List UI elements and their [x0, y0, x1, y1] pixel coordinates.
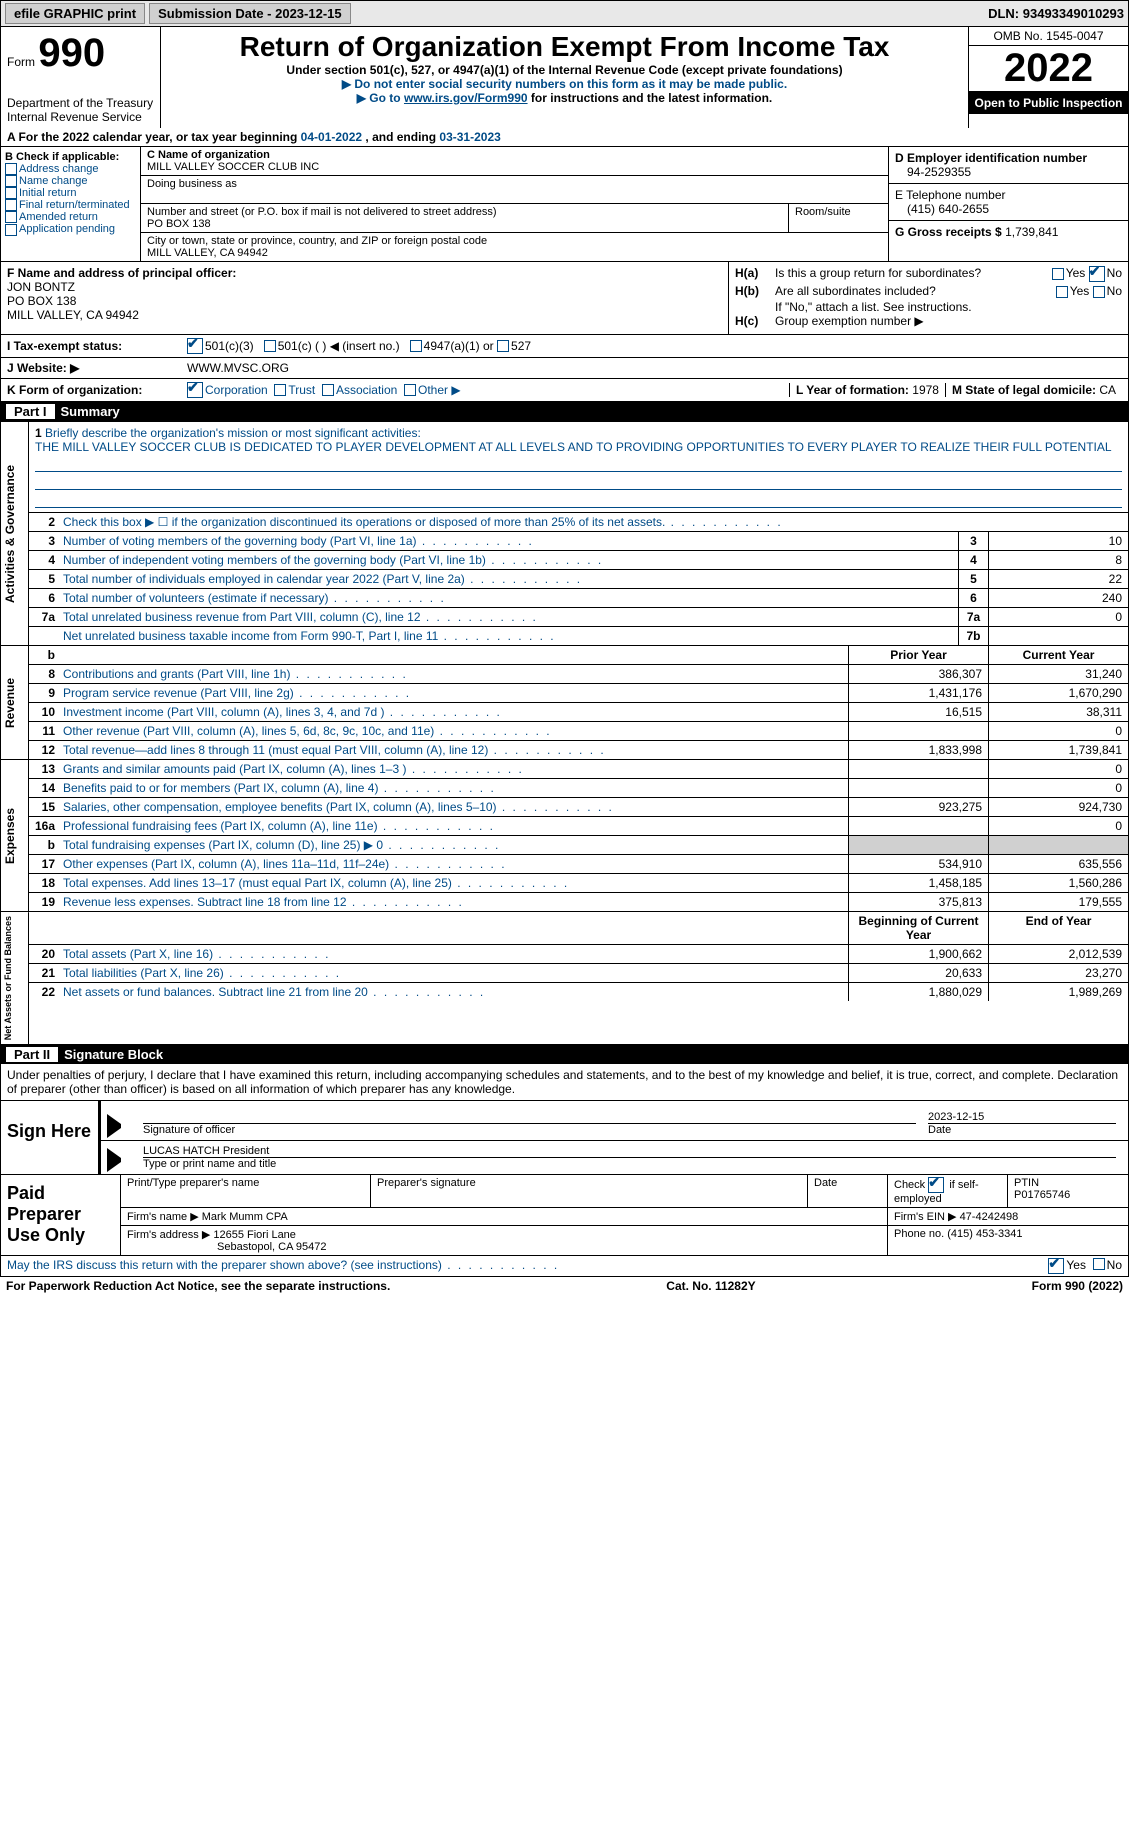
arrow-icon [107, 1148, 133, 1172]
table-row: 14Benefits paid to or for members (Part … [29, 779, 1128, 798]
table-row: 15Salaries, other compensation, employee… [29, 798, 1128, 817]
table-row: 19Revenue less expenses. Subtract line 1… [29, 893, 1128, 911]
org-city: MILL VALLEY, CA 94942 [147, 247, 882, 259]
chk-initial-return[interactable] [5, 187, 17, 199]
chk-trust[interactable] [274, 384, 286, 396]
table-row: 8Contributions and grants (Part VIII, li… [29, 665, 1128, 684]
chk-501c[interactable] [264, 340, 276, 352]
table-row: 22Net assets or fund balances. Subtract … [29, 983, 1128, 1001]
table-row: 5Total number of individuals employed in… [29, 570, 1128, 589]
mission-text: THE MILL VALLEY SOCCER CLUB IS DEDICATED… [35, 440, 1112, 454]
org-name: MILL VALLEY SOCCER CLUB INC [147, 161, 882, 173]
chk-527[interactable] [497, 340, 509, 352]
chk-group-no[interactable] [1089, 266, 1105, 282]
expenses-section: Expenses 13Grants and similar amounts pa… [0, 760, 1129, 912]
officer-group-block: F Name and address of principal officer:… [0, 262, 1129, 335]
firm-ein: 47-4242498 [960, 1211, 1019, 1223]
chk-discuss-no[interactable] [1093, 1258, 1105, 1270]
table-row: 10Investment income (Part VIII, column (… [29, 703, 1128, 722]
table-row: Net unrelated business taxable income fr… [29, 627, 1128, 645]
chk-name-change[interactable] [5, 175, 17, 187]
irs-link[interactable]: www.irs.gov/Form990 [404, 91, 528, 105]
table-row: 3Number of voting members of the governi… [29, 532, 1128, 551]
chk-other[interactable] [404, 384, 416, 396]
row-b-num: b [29, 646, 59, 664]
chk-final-return[interactable] [5, 199, 17, 211]
table-row: 21Total liabilities (Part X, line 26)20,… [29, 964, 1128, 983]
firm-name: Mark Mumm CPA [202, 1211, 288, 1223]
ein: 94-2529355 [895, 165, 1122, 179]
form-of-org: K Form of organization: Corporation Trus… [0, 379, 1129, 402]
arrow-icon [107, 1114, 133, 1138]
website-line: J Website: ▶ WWW.MVSC.ORG [0, 358, 1129, 379]
part-1-header: Part I Summary [0, 402, 1129, 421]
tax-year: 2022 [969, 45, 1128, 92]
form-header: Form 990 Department of the Treasury Inte… [0, 27, 1129, 128]
org-street: PO BOX 138 [147, 218, 782, 230]
table-row: 4Number of independent voting members of… [29, 551, 1128, 570]
discuss-row: May the IRS discuss this return with the… [0, 1256, 1129, 1277]
chk-corp[interactable] [187, 382, 203, 398]
chk-sub-no[interactable] [1093, 286, 1105, 298]
chk-assoc[interactable] [322, 384, 334, 396]
chk-4947[interactable] [410, 340, 422, 352]
officer-name: JON BONTZ [7, 280, 722, 294]
signer-name: LUCAS HATCH President [143, 1145, 1116, 1157]
table-row: 2Check this box ▶ ☐ if the organization … [29, 513, 1128, 532]
table-row: 20Total assets (Part X, line 16)1,900,66… [29, 945, 1128, 964]
chk-sub-yes[interactable] [1056, 286, 1068, 298]
table-row: 16aProfessional fundraising fees (Part I… [29, 817, 1128, 836]
dln: DLN: 93493349010293 [988, 6, 1124, 21]
tax-exempt-status: I Tax-exempt status: 501(c)(3) 501(c) ( … [0, 335, 1129, 358]
firm-phone: (415) 453-3341 [947, 1228, 1022, 1240]
chk-group-yes[interactable] [1052, 268, 1064, 280]
phone: (415) 640-2655 [895, 202, 1122, 216]
table-row: 12Total revenue—add lines 8 through 11 (… [29, 741, 1128, 759]
part-2-header: Part II Signature Block [0, 1045, 1129, 1064]
perjury-statement: Under penalties of perjury, I declare th… [0, 1064, 1129, 1101]
chk-501c3[interactable] [187, 338, 203, 354]
tax-year-line: A For the 2022 calendar year, or tax yea… [0, 128, 1129, 147]
sign-here-block: Sign Here Signature of officer 2023-12-1… [0, 1101, 1129, 1175]
table-row: bTotal fundraising expenses (Part IX, co… [29, 836, 1128, 855]
net-assets-section: Net Assets or Fund Balances Beginning of… [0, 912, 1129, 1045]
chk-amended[interactable] [5, 211, 17, 223]
footer: For Paperwork Reduction Act Notice, see … [0, 1277, 1129, 1295]
submission-date: Submission Date - 2023-12-15 [149, 3, 351, 24]
org-info-block: B Check if applicable: Address change Na… [0, 147, 1129, 262]
chk-discuss-yes[interactable] [1048, 1258, 1064, 1274]
table-row: 9Program service revenue (Part VIII, lin… [29, 684, 1128, 703]
governance-section: Activities & Governance 1 Briefly descri… [0, 421, 1129, 646]
table-row: 18Total expenses. Add lines 13–17 (must … [29, 874, 1128, 893]
paid-preparer-block: Paid Preparer Use Only Print/Type prepar… [0, 1175, 1129, 1256]
form-title: Return of Organization Exempt From Incom… [167, 31, 962, 63]
ptin: P01765746 [1014, 1189, 1122, 1201]
chk-app-pending[interactable] [5, 224, 17, 236]
revenue-section: Revenue b Prior Year Current Year 8Contr… [0, 646, 1129, 760]
website: WWW.MVSC.ORG [187, 361, 289, 375]
form-number: 990 [38, 31, 105, 75]
gross-receipts: 1,739,841 [1005, 225, 1058, 239]
chk-self-employed[interactable] [928, 1177, 944, 1193]
table-row: 13Grants and similar amounts paid (Part … [29, 760, 1128, 779]
chk-address-change[interactable] [5, 163, 17, 175]
table-row: 7aTotal unrelated business revenue from … [29, 608, 1128, 627]
efile-graphic-print[interactable]: efile GRAPHIC print [5, 3, 145, 24]
table-row: 6Total number of volunteers (estimate if… [29, 589, 1128, 608]
topbar: efile GRAPHIC print Submission Date - 20… [0, 0, 1129, 27]
table-row: 17Other expenses (Part IX, column (A), l… [29, 855, 1128, 874]
table-row: 11Other revenue (Part VIII, column (A), … [29, 722, 1128, 741]
